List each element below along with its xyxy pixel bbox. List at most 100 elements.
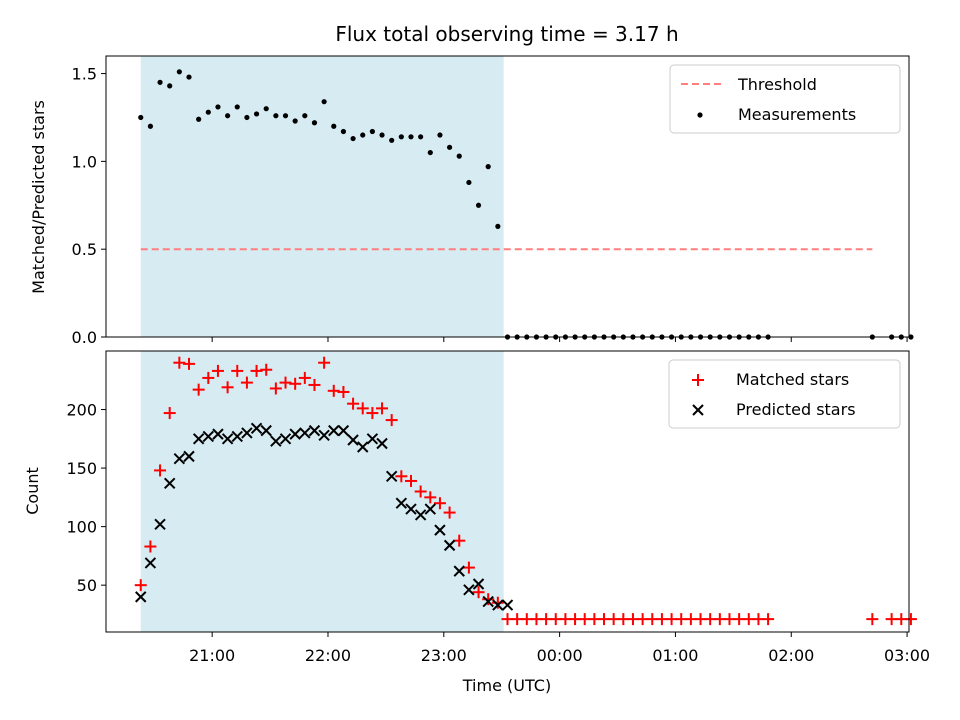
predicted-stars-point [424, 503, 436, 515]
measurement-point [427, 149, 433, 156]
predicted-stars-point [183, 450, 195, 463]
predicted-stars-point [501, 599, 514, 611]
matched-stars-point [462, 561, 475, 574]
bottom-y-tick-label: 50 [77, 576, 97, 595]
measurement-point [282, 113, 289, 119]
matched-stars-point [453, 534, 466, 547]
predicted-stars-point [405, 503, 417, 515]
predicted-stars-point [366, 433, 379, 445]
matched-stars-legend-swatch [692, 374, 704, 386]
upper-panel-legend: Threshold Measurements [669, 64, 901, 134]
matched-stars-point [433, 497, 446, 510]
matched-stars-point [491, 596, 504, 609]
predicted-stars-point [492, 599, 504, 611]
measurement-point [379, 132, 385, 138]
matched-stars-point [385, 414, 398, 427]
x-tick-label: 03:00 [884, 646, 930, 665]
x-tick-label: 02:00 [768, 646, 814, 665]
matched-stars-point [289, 377, 302, 390]
measurement-point [244, 114, 250, 121]
measurement-point [340, 128, 347, 135]
matched-stars-point [192, 383, 205, 396]
matched-stars-point [202, 371, 215, 384]
measurement-point [205, 109, 211, 115]
measurement-point [176, 69, 182, 75]
lower-panel-y-axis-label: Count [23, 467, 42, 515]
measurement-point [475, 202, 482, 208]
matched-stars-point [366, 407, 379, 420]
predicted-stars-point [337, 424, 350, 437]
predicted-stars-point [212, 428, 224, 440]
top-y-tick-label: 0.5 [72, 240, 97, 259]
predicted-stars-point [260, 424, 272, 437]
matched-stars-point [443, 506, 456, 519]
predicted-stars-point [154, 518, 166, 530]
matched-stars-point [144, 540, 157, 553]
matched-stars-point [414, 485, 427, 498]
x-tick-label: 23:00 [421, 646, 467, 665]
x-axis-label: Time (UTC) [462, 676, 551, 695]
measurements-legend-label: Measurements [738, 105, 856, 124]
threshold-legend-label: Threshold [737, 75, 817, 94]
matched-stars-point [250, 364, 263, 377]
predicted-stars-point [482, 595, 494, 608]
measurement-point [225, 113, 231, 119]
predicted-stars-point [318, 429, 330, 442]
predicted-stars-point [270, 435, 282, 447]
lower-panel-legend: Matched stars Predicted stars [668, 359, 901, 429]
measurement-point [253, 111, 260, 117]
predicted-stars-point [414, 509, 427, 521]
measurement-point [292, 118, 298, 124]
x-tick-label: 21:00 [189, 646, 235, 665]
predicted-stars-point [395, 497, 408, 509]
matched-stars-point [472, 586, 485, 599]
matched-stars-point [866, 613, 879, 626]
measurement-point [196, 116, 202, 122]
matched-stars-point [308, 378, 321, 391]
matched-stars-point [183, 357, 196, 370]
predicted-stars-point [357, 441, 369, 453]
matched-stars-legend-label: Matched stars [736, 370, 849, 389]
matched-stars-point [395, 470, 408, 483]
bottom-y-tick-label: 100 [66, 518, 97, 537]
measurement-point [466, 179, 472, 186]
matched-stars-point [356, 402, 369, 415]
measurement-point [908, 334, 914, 340]
predicted-stars-point [463, 584, 475, 596]
matched-stars-point [240, 376, 253, 389]
predicted-stars-point [135, 591, 147, 603]
predicted-stars-point [328, 424, 340, 437]
measurement-point [389, 137, 395, 143]
matched-stars-point [327, 384, 340, 397]
upper-panel: 0.0 0.5 1.0 1.5 Matched/Predicted stars Thr… [29, 55, 914, 347]
matched-stars-point [337, 385, 350, 398]
matched-stars-point [482, 593, 495, 606]
matched-stars-point [279, 376, 292, 389]
matched-stars-point [231, 364, 244, 377]
matched-stars-point [347, 397, 360, 410]
lower-panel: 50 100 150 200 21:00 22:00 23:00 00:00 01:00 02:… [23, 350, 930, 695]
measurement-point [215, 104, 221, 110]
upper-panel-legend-box [669, 64, 901, 134]
measurement-point [167, 83, 173, 89]
bottom-y-tick-label: 150 [66, 459, 97, 478]
matched-stars-point [221, 381, 234, 394]
predicted-stars-point [299, 427, 311, 439]
top-y-tick-label: 0.0 [72, 328, 97, 347]
matched-stars-point [173, 356, 186, 369]
measurement-point [234, 104, 240, 110]
upper-panel-window [140, 56, 504, 337]
predicted-stars-point [289, 428, 301, 440]
matched-stars-point [260, 363, 273, 376]
predicted-stars-point [250, 422, 263, 434]
measurement-point [408, 134, 414, 140]
measurement-point [398, 134, 404, 140]
predicted-stars-point [279, 433, 292, 445]
predicted-stars-legend-swatch [692, 404, 704, 416]
predicted-stars-point [434, 524, 446, 536]
upper-panel-y-axis-label: Matched/Predicted stars [29, 100, 48, 294]
measurement-point [485, 164, 491, 170]
lower-panel-window [140, 351, 504, 632]
measurement-point [456, 153, 462, 159]
measurement-point [446, 144, 453, 150]
